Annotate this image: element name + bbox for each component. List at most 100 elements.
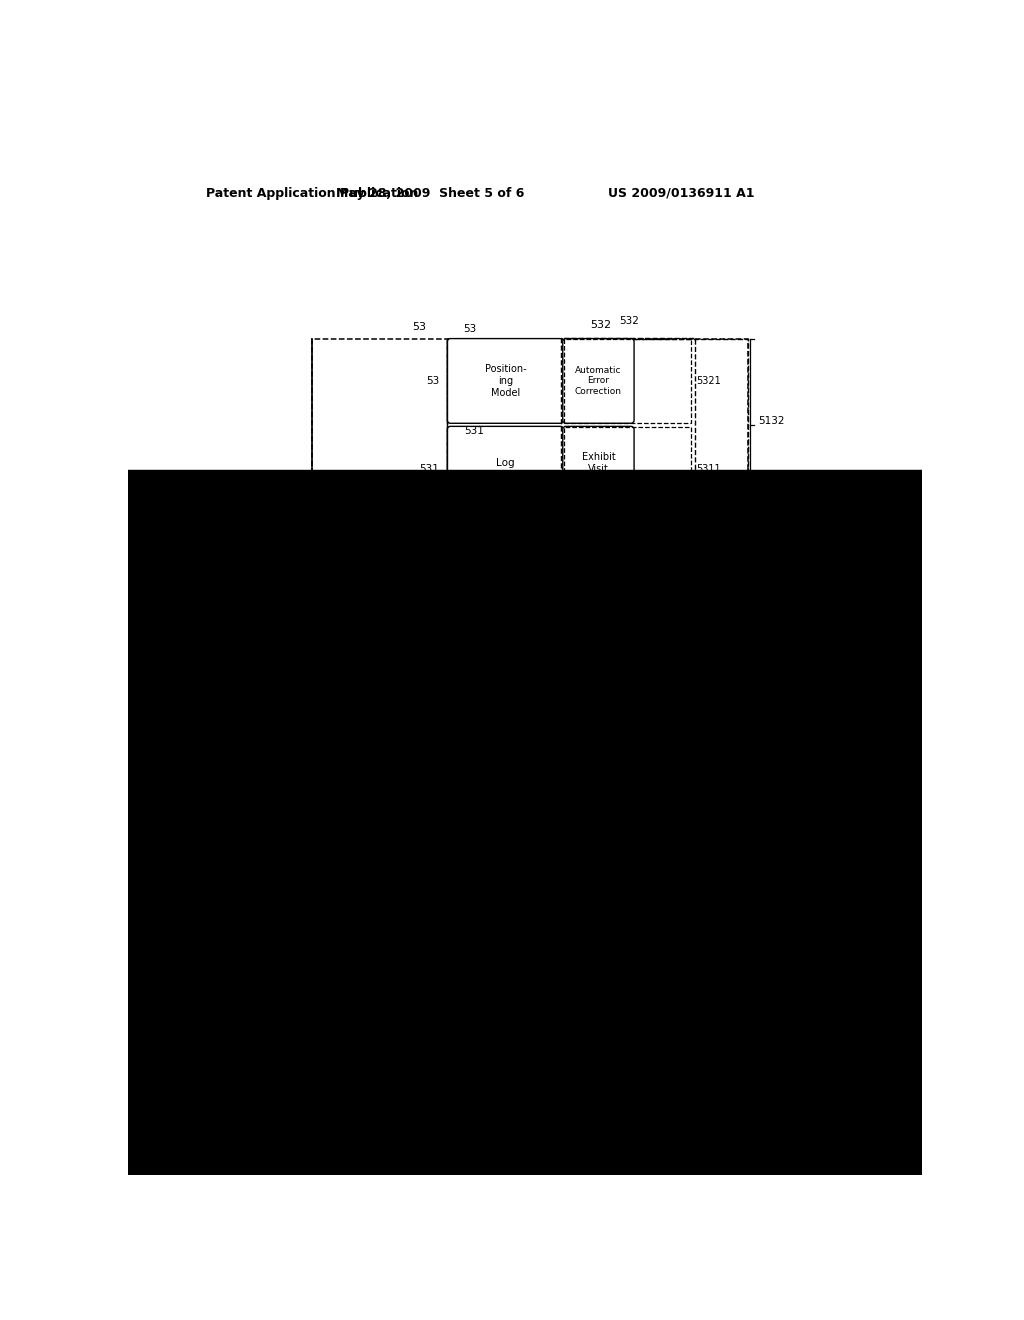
Text: RFID Tag
Mainte-
nance: RFID Tag Mainte- nance bbox=[645, 541, 684, 572]
Text: System
Mainte-
nance
Model: System Mainte- nance Model bbox=[454, 536, 487, 577]
Text: Log
Model: Log Model bbox=[489, 458, 521, 479]
Text: 5221: 5221 bbox=[385, 1064, 411, 1073]
Text: Question
Display: Question Display bbox=[573, 896, 617, 919]
FancyBboxPatch shape bbox=[700, 866, 763, 950]
Text: 523: 523 bbox=[284, 990, 303, 1001]
Text: 5233: 5233 bbox=[755, 990, 780, 1001]
Text: 5132: 5132 bbox=[758, 416, 784, 426]
Text: 5111: 5111 bbox=[415, 564, 439, 573]
Text: 522: 522 bbox=[284, 903, 303, 912]
Bar bbox=[494, 515, 701, 598]
FancyBboxPatch shape bbox=[632, 953, 697, 1038]
FancyBboxPatch shape bbox=[632, 777, 697, 862]
Text: Automatic
Error
Correction: Automatic Error Correction bbox=[574, 366, 622, 396]
Text: Wireless
Control
Network
Host
Connection
Setting: Wireless Control Network Host Connection… bbox=[509, 614, 552, 675]
Bar bbox=[563, 339, 690, 422]
FancyBboxPatch shape bbox=[563, 339, 634, 424]
Bar bbox=[447, 689, 748, 1038]
Text: 532: 532 bbox=[618, 315, 639, 326]
FancyBboxPatch shape bbox=[447, 426, 563, 511]
Text: 53: 53 bbox=[463, 323, 476, 334]
Text: 5211: 5211 bbox=[512, 1056, 538, 1065]
Text: Exhibit
Choice: Exhibit Choice bbox=[509, 985, 543, 1006]
Text: Content
Explana-
tion: Content Explana- tion bbox=[577, 805, 615, 834]
Text: Button
Display: Button Display bbox=[646, 809, 683, 830]
Text: Self-learning
Model: Self-learning Model bbox=[392, 985, 454, 1006]
FancyBboxPatch shape bbox=[563, 953, 629, 1038]
Text: 5311: 5311 bbox=[696, 463, 721, 474]
Text: 53: 53 bbox=[426, 376, 439, 385]
Text: 5212: 5212 bbox=[582, 1056, 607, 1065]
Text: 5121: 5121 bbox=[415, 655, 439, 665]
FancyBboxPatch shape bbox=[563, 777, 629, 862]
Text: 512: 512 bbox=[420, 727, 439, 737]
FancyBboxPatch shape bbox=[572, 689, 643, 775]
Text: Answer
Display: Answer Display bbox=[646, 896, 683, 919]
Text: RFID Host
Connection
Setting: RFID Host Connection Setting bbox=[582, 630, 634, 659]
FancyBboxPatch shape bbox=[397, 953, 447, 1038]
Text: May 28, 2009  Sheet 5 of 6: May 28, 2009 Sheet 5 of 6 bbox=[336, 186, 524, 199]
Text: 511: 511 bbox=[420, 624, 439, 634]
Bar bbox=[494, 866, 745, 949]
Text: 521: 521 bbox=[347, 1056, 367, 1065]
Bar bbox=[494, 954, 701, 1038]
FancyBboxPatch shape bbox=[493, 866, 559, 950]
Text: 52: 52 bbox=[306, 1056, 319, 1065]
FancyBboxPatch shape bbox=[447, 689, 494, 775]
Text: 531: 531 bbox=[464, 426, 484, 436]
Text: 5321: 5321 bbox=[696, 376, 721, 385]
Text: Content
Explana-
tion: Content Explana- tion bbox=[577, 981, 615, 1010]
FancyBboxPatch shape bbox=[447, 515, 494, 599]
Text: US 2009/0136911 A1: US 2009/0136911 A1 bbox=[608, 186, 755, 199]
Text: 532: 532 bbox=[591, 319, 611, 330]
FancyBboxPatch shape bbox=[563, 426, 634, 511]
Text: 5112: 5112 bbox=[755, 639, 780, 649]
Bar bbox=[563, 428, 690, 511]
Text: Content
Explana-
tion: Content Explana- tion bbox=[506, 892, 546, 923]
Text: 5231: 5231 bbox=[512, 1065, 538, 1074]
Text: FIG.5: FIG.5 bbox=[795, 788, 856, 808]
Bar bbox=[494, 690, 693, 774]
Text: 5222: 5222 bbox=[755, 727, 780, 737]
Text: Achievement
Test Model: Achievement Test Model bbox=[390, 896, 455, 919]
Text: 513: 513 bbox=[420, 536, 439, 546]
FancyBboxPatch shape bbox=[447, 777, 494, 862]
FancyBboxPatch shape bbox=[203, 568, 292, 623]
Text: Account
Mainte-
nance: Account Mainte- nance bbox=[578, 541, 614, 572]
Text: 5223: 5223 bbox=[755, 814, 780, 825]
Bar bbox=[561, 338, 694, 512]
Text: Guide toy
Vehicle
Process
Function
Test: Guide toy Vehicle Process Function Test bbox=[509, 706, 550, 758]
Text: System
Setting
Model: System Setting Model bbox=[453, 628, 488, 661]
FancyBboxPatch shape bbox=[447, 339, 563, 424]
Bar bbox=[447, 339, 748, 511]
Text: 51: 51 bbox=[426, 764, 439, 775]
FancyBboxPatch shape bbox=[493, 602, 567, 686]
Bar bbox=[312, 339, 748, 1038]
Text: Application
Model: Application Model bbox=[216, 585, 279, 606]
Bar bbox=[447, 510, 748, 686]
FancyBboxPatch shape bbox=[493, 777, 559, 862]
Text: 5234: 5234 bbox=[755, 903, 780, 912]
FancyBboxPatch shape bbox=[493, 953, 559, 1038]
Text: Position-
ing
Model: Position- ing Model bbox=[484, 364, 526, 397]
FancyBboxPatch shape bbox=[447, 602, 494, 686]
FancyBboxPatch shape bbox=[632, 866, 697, 950]
Text: 53: 53 bbox=[413, 322, 426, 333]
Bar bbox=[494, 603, 693, 686]
Text: RFID
Function
Test: RFID Function Test bbox=[587, 715, 629, 748]
FancyBboxPatch shape bbox=[493, 689, 566, 775]
Text: 5232: 5232 bbox=[582, 1065, 607, 1074]
FancyBboxPatch shape bbox=[572, 602, 643, 686]
Text: Exhibit
Visit
History: Exhibit Visit History bbox=[581, 453, 615, 486]
Text: Button
Display: Button Display bbox=[714, 896, 750, 919]
FancyBboxPatch shape bbox=[563, 866, 629, 950]
Text: 53: 53 bbox=[198, 556, 212, 566]
Text: Prepared
Teaching
Plan Model: Prepared Teaching Plan Model bbox=[445, 805, 496, 834]
Text: Button
Display: Button Display bbox=[646, 985, 683, 1006]
Text: 5213: 5213 bbox=[651, 1056, 676, 1065]
Bar bbox=[494, 779, 701, 862]
FancyBboxPatch shape bbox=[632, 515, 697, 599]
FancyBboxPatch shape bbox=[563, 515, 629, 599]
Text: Exhibit
Date
Mainte-
nance: Exhibit Date Mainte- nance bbox=[509, 536, 543, 577]
FancyBboxPatch shape bbox=[397, 866, 447, 950]
